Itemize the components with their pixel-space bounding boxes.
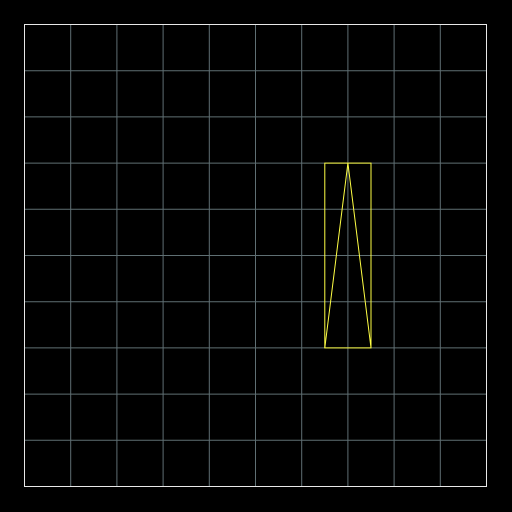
plot-border — [24, 24, 487, 487]
triangle-shape — [324, 163, 372, 348]
grid-lines — [24, 24, 487, 487]
